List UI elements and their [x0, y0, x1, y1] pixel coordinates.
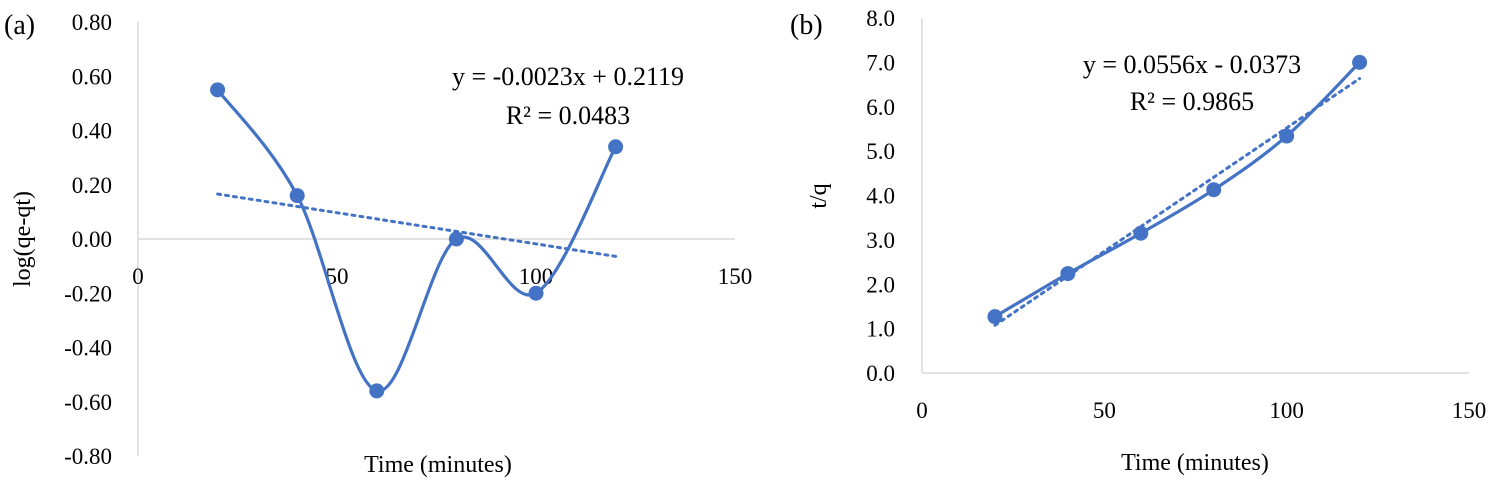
panel-b-trend-equation: y = 0.0556x - 0.0373 [1083, 50, 1301, 79]
a-y-tick-label: 0.60 [72, 64, 112, 89]
panel-a-x-tick-labels: 0 50 100 150 [132, 264, 752, 289]
panel-a-y-tick-labels: -0.80 -0.60 -0.40 -0.20 0.00 0.20 0.40 0.60 0.80 [64, 10, 112, 469]
a-x-tick-label: 100 [519, 264, 554, 289]
b-trendline-line [993, 77, 1362, 327]
a-series-line [216, 88, 618, 393]
b-y-tick-label: 6.0 [866, 95, 895, 120]
b-y-tick-label: 7.0 [866, 50, 895, 75]
a-trendline-line [216, 192, 618, 258]
a-y-tick-label: -0.60 [64, 390, 112, 415]
a-data-point [289, 188, 305, 204]
b-y-tick-label: 3.0 [866, 228, 895, 253]
panel-b-x-axis-title: Time (minutes) [1121, 450, 1269, 476]
panel-a-y-axis-title: log(qe-qt) [10, 191, 36, 287]
a-x-tick-label: 150 [718, 264, 753, 289]
b-x-tick-label: 50 [1093, 398, 1116, 423]
a-y-tick-label: 0.20 [72, 173, 112, 198]
a-data-point [528, 285, 544, 301]
b-x-tick-label: 0 [916, 398, 928, 423]
panel-b-r-squared: R² = 0.9865 [1130, 87, 1254, 116]
panel-a-r-squared: R² = 0.0483 [506, 101, 630, 130]
b-y-tick-label: 4.0 [866, 184, 895, 209]
panel-a-series [210, 82, 624, 399]
b-x-tick-label: 150 [1452, 398, 1487, 423]
panel-a-x-axis-title: Time (minutes) [364, 452, 512, 478]
b-y-tick-label: 5.0 [866, 139, 895, 164]
a-y-tick-label: -0.40 [64, 336, 112, 361]
a-y-tick-label: -0.20 [64, 281, 112, 306]
panel-b-x-tick-labels: 0 50 100 150 [916, 398, 1486, 423]
b-y-tick-label: 0.0 [866, 361, 895, 386]
b-x-tick-label: 100 [1269, 398, 1304, 423]
panel-a-label: (a) [4, 10, 35, 41]
panel-b-chart: (b) 0.0 1.0 2.0 3.0 4.0 5.0 6.0 7.0 8.0 0 50 100 15… [790, 6, 1486, 476]
b-y-tick-label: 1.0 [866, 317, 895, 342]
b-data-point [1060, 266, 1076, 282]
a-x-tick-label: 0 [132, 264, 144, 289]
a-y-tick-label: 0.40 [72, 119, 112, 144]
b-y-tick-label: 2.0 [866, 272, 895, 297]
panel-a-trend-equation: y = -0.0023x + 0.2119 [452, 62, 684, 91]
b-data-point [1279, 128, 1295, 144]
a-y-tick-label: 0.00 [72, 227, 112, 252]
b-data-point [1206, 182, 1222, 198]
panel-b-label: (b) [790, 10, 823, 41]
b-data-point [1133, 225, 1149, 241]
a-data-point [369, 383, 385, 399]
panel-b-trendline [993, 77, 1362, 327]
a-x-tick-label: 50 [326, 264, 349, 289]
panel-b-y-axis-title: t/q [806, 183, 832, 208]
b-y-tick-label: 8.0 [866, 6, 895, 31]
panel-b-series [987, 54, 1368, 325]
panel-a-trendline [216, 192, 618, 258]
panel-a-chart: (a) -0.80 -0.60 -0.40 -0.20 0.00 0.20 0.40 0.60… [4, 10, 752, 478]
a-data-point [448, 231, 464, 247]
a-y-tick-label: 0.80 [72, 10, 112, 35]
b-data-point [1352, 54, 1368, 70]
panel-b-y-tick-labels: 0.0 1.0 2.0 3.0 4.0 5.0 6.0 7.0 8.0 [866, 6, 895, 386]
a-data-point [210, 82, 226, 98]
b-data-point [987, 309, 1003, 325]
a-y-tick-label: -0.80 [64, 444, 112, 469]
a-data-point [608, 139, 624, 155]
